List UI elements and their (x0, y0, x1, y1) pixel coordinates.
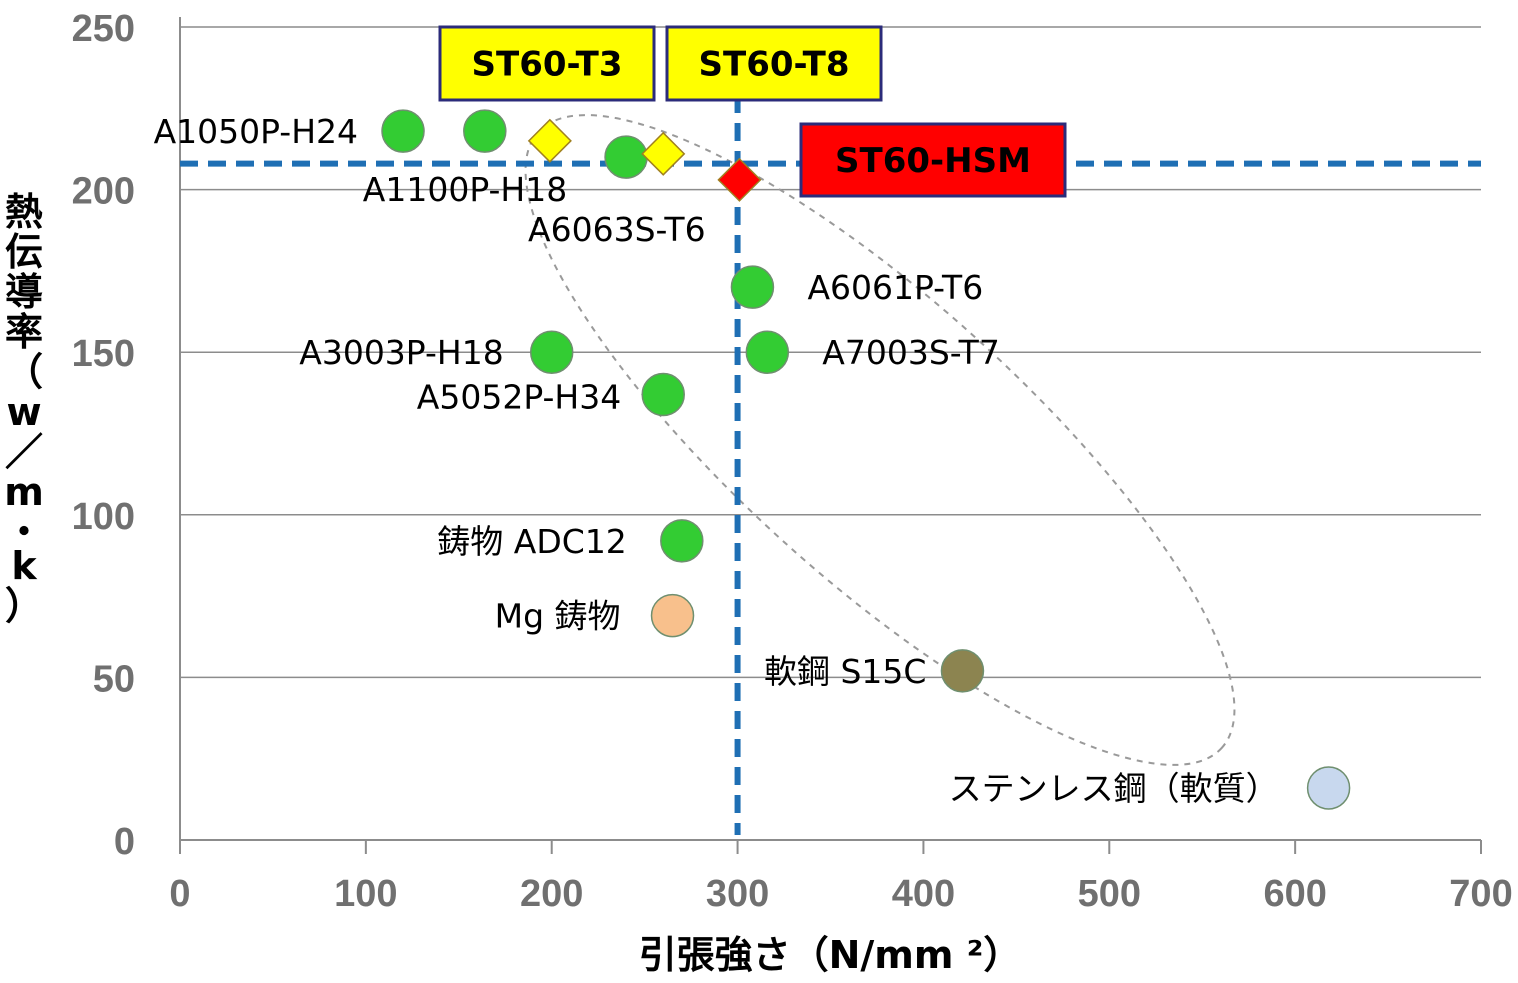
y-tick-label-150: 150 (72, 333, 135, 375)
y-axis-title-char-9: k (11, 544, 37, 588)
x-tick-label-300: 300 (706, 873, 769, 915)
point-9 (940, 649, 985, 693)
point-13 (717, 157, 762, 202)
y-axis-title-char-6: ／ (5, 430, 43, 474)
tick-labels: 0 100 200 300 400 500 600 700 0 50 100 150 200 250 (72, 8, 1513, 915)
point-1 (463, 109, 507, 153)
x-axis-title: 引張強さ（N/mm ²） (639, 933, 1022, 977)
y-axis-title-char-10: ） (5, 584, 43, 628)
x-tick-label-0: 0 (169, 873, 190, 915)
y-tick-label-200: 200 (72, 171, 135, 213)
callout-boxes: ST60-T3 ST60-T8 ST60-HSM (438, 25, 1067, 198)
callout-label-1: ST60-T8 (699, 45, 850, 85)
point-label-4: A3003P-H18 (299, 333, 503, 372)
point-label-6: A5052P-H34 (417, 377, 621, 416)
callout-label-0: ST60-T3 (472, 45, 623, 85)
point-0 (381, 109, 425, 153)
x-tick-label-500: 500 (1078, 873, 1141, 915)
point-label-5: A7003S-T7 (822, 333, 1000, 372)
point-8 (650, 593, 695, 638)
y-tick-label-250: 250 (72, 8, 135, 50)
x-tick-label-100: 100 (334, 873, 397, 915)
point-label-8: Mg 鋳物 (495, 597, 621, 636)
point-10 (1306, 766, 1351, 810)
data-points (381, 109, 1351, 810)
point-2 (604, 135, 648, 179)
point-6 (641, 372, 685, 417)
point-label-7: 鋳物 ADC12 (437, 522, 627, 561)
y-axis-title-char-4: （ (5, 350, 43, 394)
point-label-9: 軟鋼 S15C (764, 652, 926, 691)
y-axis-title-char-1: 伝 (5, 230, 43, 274)
callout-label-2: ST60-HSM (835, 141, 1031, 181)
point-12 (641, 131, 686, 176)
callout-box-2 (799, 122, 1067, 198)
x-tick-label-400: 400 (892, 873, 955, 915)
point-5 (745, 330, 790, 374)
y-tick-label-0: 0 (114, 821, 135, 863)
callout-box-1 (665, 25, 883, 102)
x-tick-label-700: 700 (1449, 873, 1512, 915)
x-tick-label-200: 200 (520, 873, 583, 915)
y-axis-title-char-2: 導 (5, 270, 43, 314)
y-axis-title-char-5: w (6, 390, 41, 434)
point-3 (730, 265, 775, 309)
x-tick-label-600: 600 (1263, 873, 1326, 915)
y-axis-title-char-0: 熱 (5, 190, 43, 234)
axes (179, 17, 1482, 854)
y-tick-label-50: 50 (93, 658, 135, 700)
point-label-1: A1100P-H18 (363, 170, 567, 209)
point-7 (660, 519, 704, 563)
point-label-3: A6061P-T6 (807, 268, 983, 307)
y-axis-title-char-7: m (4, 470, 44, 514)
point-11 (527, 118, 572, 163)
callout-box-0 (438, 25, 656, 102)
point-4 (529, 330, 574, 374)
y-axis-title-char-3: 率 (5, 310, 43, 354)
y-axis-title-char-8: ・ (5, 510, 43, 554)
point-label-2: A6063S-T6 (528, 210, 706, 249)
y-tick-label-100: 100 (72, 496, 135, 538)
point-label-10: ステンレス鋼（軟質） (949, 769, 1279, 808)
point-label-0: A1050P-H24 (154, 112, 358, 151)
